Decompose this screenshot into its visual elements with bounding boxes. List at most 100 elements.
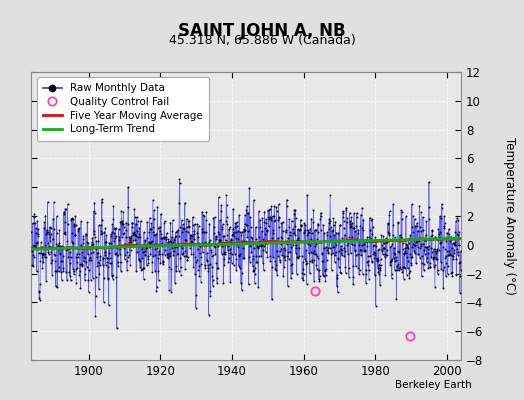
Point [421,237,430,244]
Point [231,251,239,257]
Point [99,255,107,261]
Point [109,216,117,222]
Point [140,248,149,254]
Point [52,241,60,247]
Point [228,232,236,238]
Point [351,228,359,234]
Point [337,246,346,252]
Point [372,234,380,240]
Point [53,268,62,275]
Point [156,260,165,266]
Point [235,212,243,219]
Point [90,231,99,238]
Point [333,272,342,278]
Point [389,232,398,239]
Point [31,240,40,246]
Point [156,227,164,234]
Point [114,252,123,259]
Point [406,232,414,239]
Point [249,255,257,262]
Point [449,252,457,259]
Point [43,199,52,205]
Point [398,246,407,252]
Point [374,265,382,271]
Point [338,235,346,241]
Point [32,225,40,231]
Point [208,272,216,279]
Point [89,275,97,281]
Point [242,206,250,213]
Point [353,214,361,220]
Point [161,234,170,240]
Point [261,249,270,255]
Point [64,246,73,252]
Point [359,216,367,223]
Point [335,222,344,229]
Point [54,243,62,250]
Point [271,258,279,264]
Point [28,244,36,251]
Point [226,250,234,256]
Point [205,238,213,245]
Point [353,236,362,243]
Point [277,220,286,226]
Point [64,254,73,260]
Point [179,253,188,259]
Point [171,234,179,240]
Point [424,265,432,272]
Point [238,238,247,244]
Point [377,256,385,262]
Point [159,234,168,240]
Point [368,258,376,264]
Point [416,244,424,251]
Point [36,296,44,303]
Point [449,240,457,246]
Point [447,236,456,242]
Point [155,251,163,257]
Point [332,242,340,248]
Point [227,236,236,242]
Point [366,226,374,233]
Point [103,276,112,282]
Point [276,246,285,252]
Point [141,252,149,258]
Point [321,278,330,284]
Point [428,227,436,234]
Point [310,248,319,254]
Point [346,218,354,225]
Point [402,272,411,278]
Point [231,228,239,235]
Point [138,246,146,252]
Point [84,276,93,283]
Point [313,229,322,235]
Point [180,225,188,232]
Point [366,227,374,233]
Point [191,241,200,248]
Point [394,219,402,225]
Point [220,233,228,239]
Point [99,230,107,236]
Point [168,216,177,223]
Point [306,225,314,232]
Point [320,230,329,236]
Point [161,252,169,258]
Point [280,264,288,270]
Point [445,248,454,254]
Point [45,231,53,237]
Point [326,192,334,198]
Point [108,229,116,235]
Point [214,194,223,200]
Point [230,262,238,268]
Point [422,218,430,225]
Point [434,247,443,254]
Point [171,280,179,286]
Point [274,235,282,242]
Point [149,253,157,260]
Point [209,215,217,221]
Point [330,222,338,228]
Point [104,302,113,308]
Point [237,232,245,238]
Point [143,218,151,225]
Point [442,260,451,267]
Point [178,229,187,235]
